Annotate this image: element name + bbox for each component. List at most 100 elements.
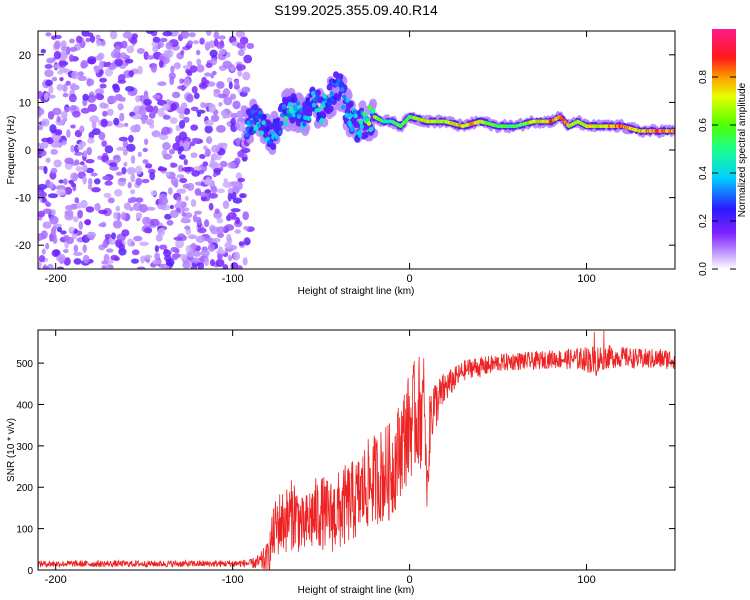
noise-speckle <box>42 221 52 229</box>
noise-speckle <box>144 138 149 146</box>
noise-speckle <box>179 112 185 120</box>
noise-speckle <box>120 211 127 221</box>
noise-speckle <box>130 173 136 183</box>
noise-speckle <box>77 75 87 82</box>
noise-speckle <box>152 105 159 115</box>
snr-ticks: -200 -100 0 100 0 100 200 300 400 500 <box>16 330 675 586</box>
noise-speckle <box>201 76 208 86</box>
noise-speckle <box>117 103 124 111</box>
noise-speckle <box>170 177 179 186</box>
ridge-core <box>305 97 310 102</box>
noise-speckle <box>101 140 108 148</box>
noise-speckle <box>63 234 70 242</box>
noise-speckle <box>239 121 245 130</box>
noise-speckle <box>234 79 240 87</box>
noise-speckle <box>187 40 194 46</box>
noise-speckle <box>131 115 141 120</box>
noise-speckle <box>73 258 82 265</box>
noise-speckle <box>135 165 143 175</box>
ridge-body <box>327 105 334 113</box>
noise-speckle <box>192 257 200 264</box>
noise-speckle <box>143 98 152 106</box>
noise-speckle <box>45 32 52 37</box>
colorbar-tick-label: 0.2 <box>698 214 709 228</box>
noise-speckle <box>99 102 107 109</box>
noise-speckle <box>49 234 54 242</box>
noise-speckle <box>206 136 213 145</box>
ridge-core <box>244 132 249 138</box>
noise-speckle <box>150 218 160 227</box>
noise-speckle <box>91 187 101 193</box>
noise-speckle <box>56 188 66 196</box>
ridge-core <box>255 115 260 120</box>
ridge-core <box>322 93 327 99</box>
noise-speckle <box>38 124 44 131</box>
noise-speckle <box>121 40 128 49</box>
noise-speckle <box>191 137 200 144</box>
snr-xtick-label: 0 <box>407 574 413 586</box>
noise-speckle <box>199 154 206 159</box>
noise-speckle <box>102 110 108 117</box>
noise-speckle <box>246 42 255 50</box>
noise-speckle <box>45 79 53 87</box>
noise-speckle <box>87 137 95 144</box>
noise-speckle <box>84 219 91 225</box>
noise-speckle <box>123 202 131 210</box>
noise-speckle <box>190 106 199 112</box>
ridge-core <box>358 120 364 125</box>
noise-speckle <box>41 197 47 203</box>
noise-speckle <box>114 189 123 197</box>
noise-speckle <box>114 58 124 67</box>
noise-speckle <box>150 190 157 197</box>
noise-speckle <box>242 257 248 266</box>
noise-speckle <box>122 148 128 156</box>
noise-speckle <box>211 185 218 194</box>
snr-ylabel: SNR (10 * v/v) <box>6 418 17 482</box>
ridge-core <box>283 121 288 126</box>
noise-speckle <box>183 107 191 115</box>
noise-speckle <box>170 246 179 253</box>
noise-speckle <box>159 244 168 250</box>
noise-speckle <box>178 154 186 160</box>
noise-speckle <box>144 227 151 234</box>
signal-ridge <box>242 71 675 155</box>
noise-speckle <box>85 159 95 164</box>
noise-speckle <box>144 254 152 259</box>
noise-speckle <box>204 41 211 50</box>
noise-speckle <box>38 255 46 263</box>
ridge-core <box>270 130 275 136</box>
noise-speckle <box>183 158 188 166</box>
noise-speckle <box>118 177 127 182</box>
noise-speckle <box>60 230 67 235</box>
noise-speckle <box>136 266 146 269</box>
noise-speckle <box>164 213 172 220</box>
noise-speckle <box>218 35 226 40</box>
noise-speckle <box>205 79 210 85</box>
noise-speckle <box>53 249 60 257</box>
ridge-core <box>250 109 256 115</box>
ridge-core <box>334 92 339 98</box>
ridge-core <box>349 127 355 132</box>
noise-speckle <box>170 117 178 124</box>
noise-speckle <box>237 150 245 158</box>
noise-speckle <box>171 255 178 261</box>
noise-speckle <box>113 211 118 220</box>
noise-speckle <box>189 65 198 73</box>
noise-speckle <box>162 153 173 160</box>
noise-speckle <box>227 192 232 202</box>
noise-speckle <box>162 142 171 151</box>
noise-speckle <box>65 80 71 86</box>
noise-speckle <box>180 31 190 39</box>
noise-speckle <box>193 250 201 257</box>
noise-speckle <box>86 231 96 239</box>
noise-speckle <box>87 58 96 65</box>
noise-speckle <box>104 180 113 186</box>
noise-speckle <box>127 134 134 143</box>
noise-speckle <box>87 32 94 37</box>
noise-speckle <box>41 118 50 127</box>
noise-speckle <box>39 141 49 149</box>
noise-speckle <box>213 168 222 173</box>
noise-speckle <box>50 148 58 155</box>
noise-speckle <box>65 204 74 211</box>
noise-speckle <box>183 140 190 150</box>
